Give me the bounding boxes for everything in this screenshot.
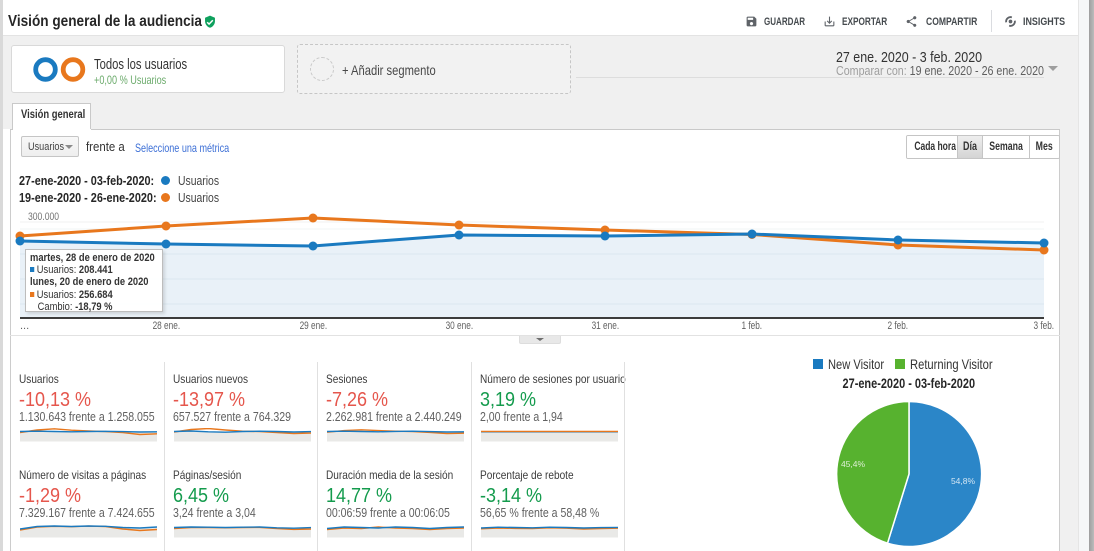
svg-text:54,8%: 54,8% bbox=[951, 476, 976, 486]
svg-text:45,4%: 45,4% bbox=[841, 459, 866, 469]
